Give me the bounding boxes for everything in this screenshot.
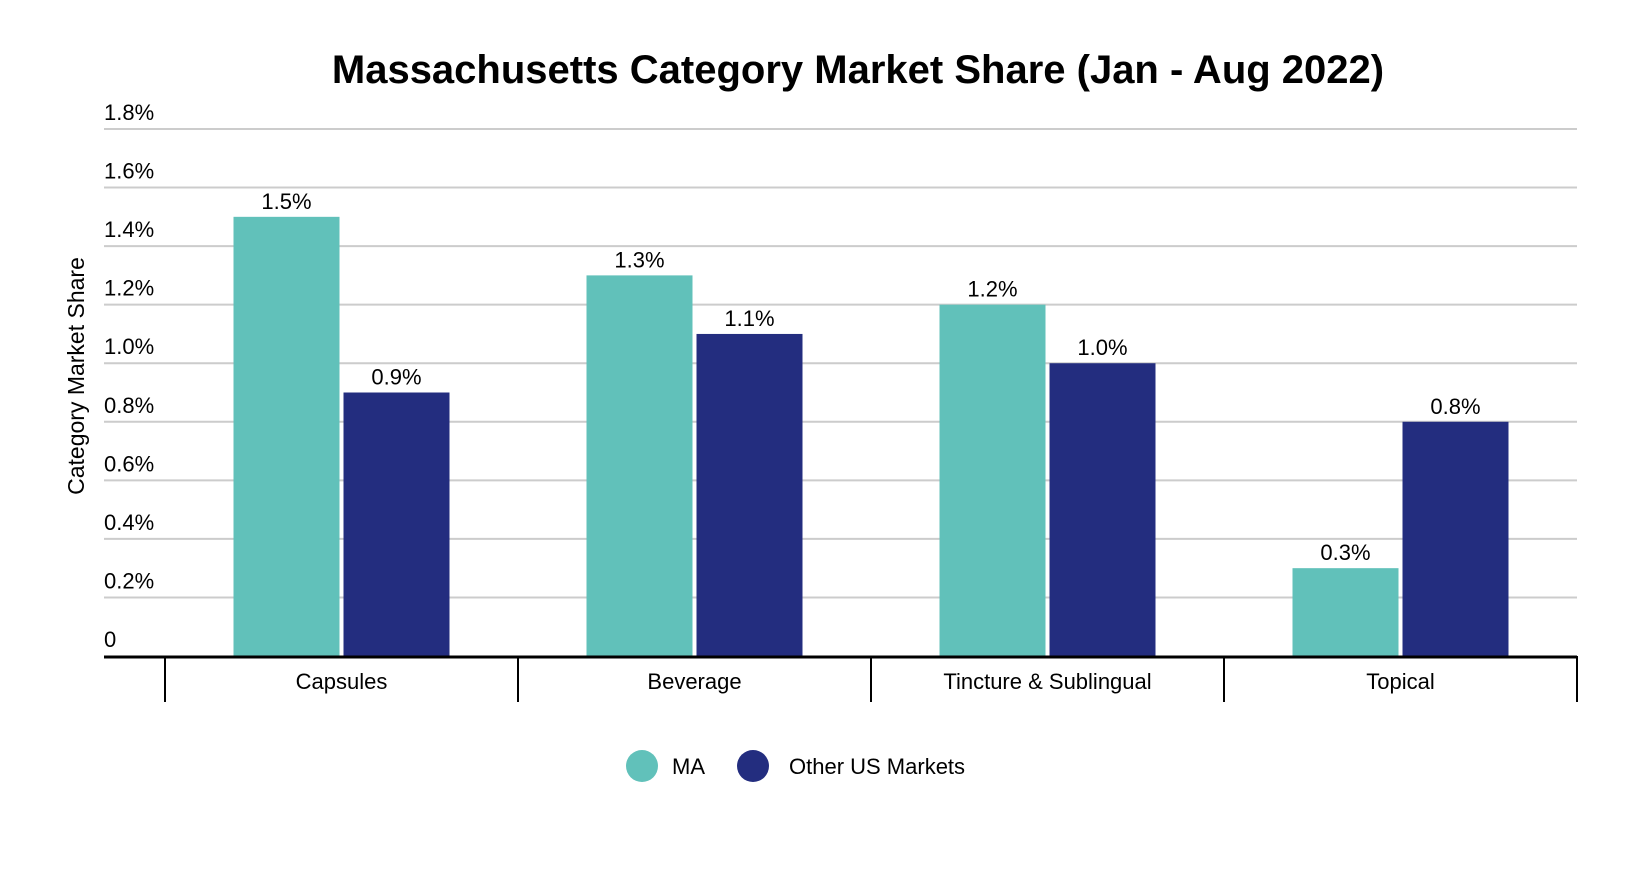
chart-title: Massachusetts Category Market Share (Jan… — [332, 48, 1384, 92]
y-tick-label: 0 — [104, 627, 116, 652]
y-tick-label: 0.6% — [104, 451, 154, 476]
bar-ma — [1292, 568, 1399, 656]
data-label: 0.8% — [1430, 394, 1480, 419]
legend: MA Other US Markets — [626, 750, 965, 782]
bar-other-us-markets — [1402, 421, 1509, 656]
bar-other-us-markets — [696, 333, 803, 656]
bar-other-us-markets — [343, 392, 450, 656]
y-tick-label: 1.2% — [104, 276, 154, 301]
legend-marker — [737, 750, 769, 782]
data-label: 0.3% — [1320, 540, 1370, 565]
y-axis-ticks: 0 0.2% 0.4% 0.6% 0.8% 1.0% 1.2% 1.4% 1.6% 1.8% — [104, 100, 154, 652]
x-tick-label: Capsules — [296, 669, 388, 694]
x-axis: Capsules Beverage Tincture & Sublingual Top… — [104, 655, 1578, 702]
bars: 1.5% 0.9% 1.3% 1.1% 1.2% 1.0% 0.3% 0.8% — [233, 189, 1509, 657]
x-tick-label: Beverage — [647, 669, 741, 694]
data-label: 1.2% — [967, 277, 1017, 302]
y-axis-label: Category Market Share — [63, 257, 89, 495]
legend-label: Other US Markets — [789, 754, 965, 779]
data-label: 1.0% — [1077, 335, 1127, 360]
y-tick-label: 1.4% — [104, 217, 154, 242]
legend-label: MA — [672, 754, 705, 779]
x-tick-label: Tincture & Sublingual — [943, 669, 1151, 694]
y-tick-label: 1.8% — [104, 100, 154, 125]
data-label: 1.1% — [724, 306, 774, 331]
legend-marker — [626, 750, 658, 782]
x-tick-label: Topical — [1366, 669, 1434, 694]
bar-ma — [939, 304, 1046, 656]
y-tick-label: 0.8% — [104, 393, 154, 418]
data-label: 0.9% — [371, 365, 421, 390]
bar-ma — [586, 275, 693, 656]
bar-other-us-markets — [1049, 363, 1156, 656]
y-tick-label: 0.4% — [104, 510, 154, 535]
data-label: 1.3% — [614, 247, 664, 272]
bar-ma — [233, 216, 340, 657]
y-tick-label: 0.2% — [104, 568, 154, 593]
y-tick-label: 1.6% — [104, 159, 154, 184]
data-label: 1.5% — [261, 189, 311, 214]
y-tick-label: 1.0% — [104, 334, 154, 359]
